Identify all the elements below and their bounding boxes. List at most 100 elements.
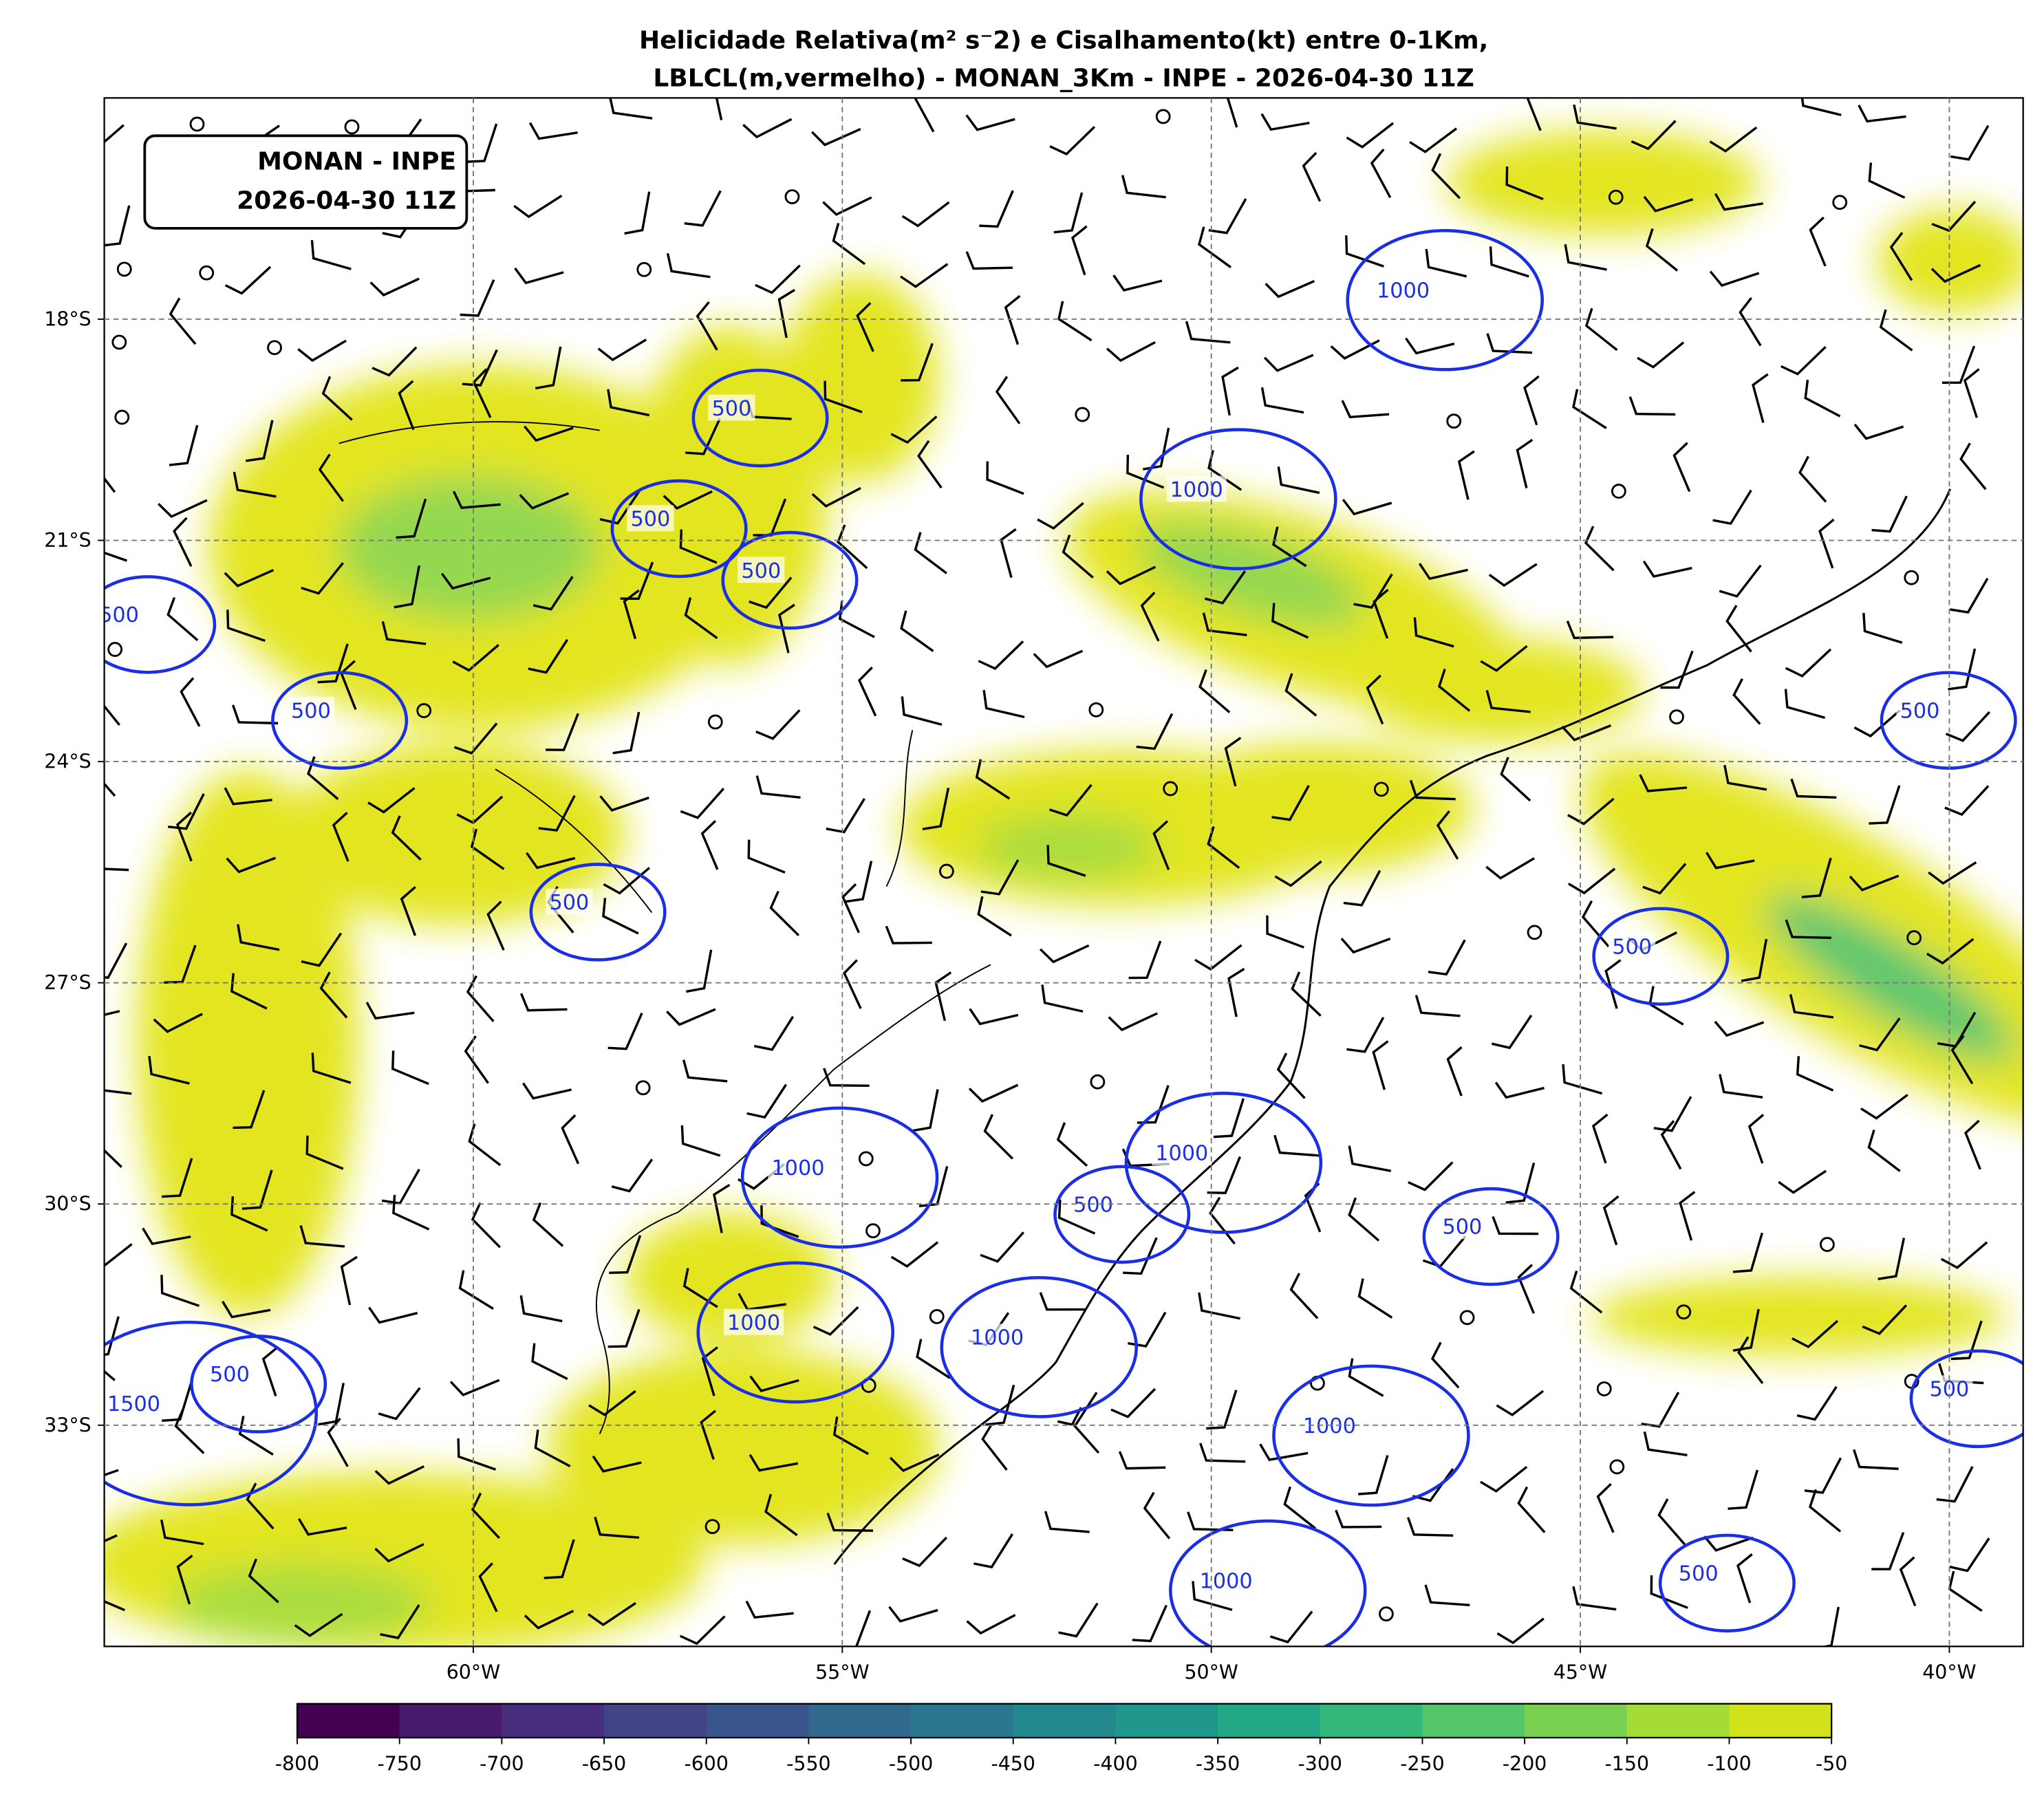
wind-barb xyxy=(1853,423,1904,440)
wind-barb xyxy=(1940,1241,1988,1269)
wind-barb xyxy=(1706,852,1755,870)
wind-barb xyxy=(321,376,353,421)
wind-barb xyxy=(104,1469,119,1477)
wind-barb xyxy=(1878,1238,1906,1281)
wind-barb xyxy=(1573,104,1617,130)
wind-barb xyxy=(749,1454,799,1472)
wind-barb xyxy=(1358,1455,1389,1496)
wind-barb xyxy=(1485,689,1531,713)
colorbar-swatch xyxy=(706,1703,810,1738)
wind-barb xyxy=(1596,1482,1615,1533)
wind-barb xyxy=(1000,528,1017,579)
contour-label-bg xyxy=(1152,1139,1212,1166)
wind-barb xyxy=(1185,321,1231,344)
wind-barb xyxy=(466,975,495,1022)
wind-barb xyxy=(1859,1017,1901,1052)
wind-barb xyxy=(1370,148,1392,198)
wind-barb xyxy=(1226,98,1238,128)
wind-barb xyxy=(1949,1537,1990,1573)
wind-barb xyxy=(592,1455,642,1473)
calm-wind xyxy=(1906,930,1922,946)
contour xyxy=(1658,1533,1796,1633)
calm-wind xyxy=(858,1151,874,1167)
contour-label: 1000 xyxy=(1377,279,1430,303)
wind-barb xyxy=(1480,645,1528,672)
wind-barb xyxy=(602,898,639,935)
wind-barb xyxy=(1650,1575,1688,1609)
wind-barb xyxy=(104,867,129,872)
wind-barb xyxy=(534,1429,571,1468)
wind-barb xyxy=(1641,1392,1680,1428)
wind-barb xyxy=(1950,125,1990,161)
wind-barb xyxy=(1752,373,1769,423)
wind-barb xyxy=(1709,126,1758,153)
wind-barb xyxy=(965,114,1015,131)
contour xyxy=(1053,1165,1191,1264)
wind-barb xyxy=(1660,1120,1682,1170)
wind-barb xyxy=(934,971,952,1022)
wind-barb xyxy=(749,1375,799,1392)
wind-barb xyxy=(666,252,711,279)
wind-barb xyxy=(162,1381,193,1422)
calm-wind xyxy=(636,261,652,277)
contour xyxy=(691,368,829,468)
wind-barb xyxy=(1140,592,1160,642)
colorbar-swatch xyxy=(1525,1703,1628,1738)
badge-line: 2026-04-30 11Z xyxy=(237,186,456,215)
wind-barb xyxy=(1143,427,1170,471)
wind-barb xyxy=(680,1125,721,1157)
wind-barb xyxy=(1407,1517,1454,1537)
wind-barb xyxy=(561,1114,580,1165)
wind-barb xyxy=(1714,193,1763,211)
wind-barb xyxy=(609,98,653,120)
calm-wind xyxy=(1832,195,1848,210)
wind-barb xyxy=(374,1465,424,1485)
calm-wind xyxy=(1155,109,1171,125)
wind-barb xyxy=(398,380,415,431)
wind-barb xyxy=(538,795,576,832)
wind-barb xyxy=(916,1339,951,1379)
colorbar-tick-label: -500 xyxy=(889,1752,933,1775)
wind-barb xyxy=(1283,1486,1317,1530)
wind-barb xyxy=(327,1417,349,1467)
coastline xyxy=(833,488,1951,1565)
wind-barb xyxy=(1741,938,1768,982)
wind-barb xyxy=(168,793,205,830)
wind-barb xyxy=(1714,1020,1765,1037)
wind-barb xyxy=(1044,1511,1090,1533)
colorbar-swatch xyxy=(911,1703,1014,1738)
wind-barb xyxy=(1604,959,1622,1009)
wind-barb xyxy=(1108,1012,1158,1032)
colorbar-tick-label: -450 xyxy=(991,1752,1035,1775)
contour-label-bg xyxy=(104,1390,164,1416)
wind-barb xyxy=(104,1010,120,1016)
wind-barb xyxy=(1871,495,1908,533)
calm-wind xyxy=(189,116,205,132)
wind-barb xyxy=(1266,915,1304,949)
wind-barb xyxy=(160,1519,204,1546)
wind-barb xyxy=(1128,1311,1167,1348)
wind-barb xyxy=(838,601,875,638)
wind-barb xyxy=(715,98,723,120)
wind-barb xyxy=(1057,1199,1096,1235)
y-tick-label: 21°S xyxy=(44,529,91,552)
wind-barb xyxy=(166,597,199,642)
wind-barb xyxy=(460,279,495,317)
wind-barb xyxy=(901,696,943,726)
wind-barb xyxy=(777,288,795,338)
wind-barb xyxy=(261,1346,279,1396)
wind-barb xyxy=(1345,235,1384,268)
wind-barb xyxy=(1809,216,1827,267)
wind-barb xyxy=(1128,940,1162,980)
wind-barb xyxy=(778,603,795,654)
wind-barb xyxy=(749,576,793,609)
wind-barb xyxy=(142,1227,191,1246)
shading xyxy=(104,130,2023,1647)
wind-barb xyxy=(307,756,339,801)
wind-barb xyxy=(180,677,201,727)
wind-barb xyxy=(1041,984,1084,1013)
wind-barb xyxy=(535,346,562,390)
wind-barb xyxy=(1048,784,1093,817)
colorbar-tick-label: -400 xyxy=(1093,1752,1137,1775)
wind-barb xyxy=(1732,1308,1760,1352)
